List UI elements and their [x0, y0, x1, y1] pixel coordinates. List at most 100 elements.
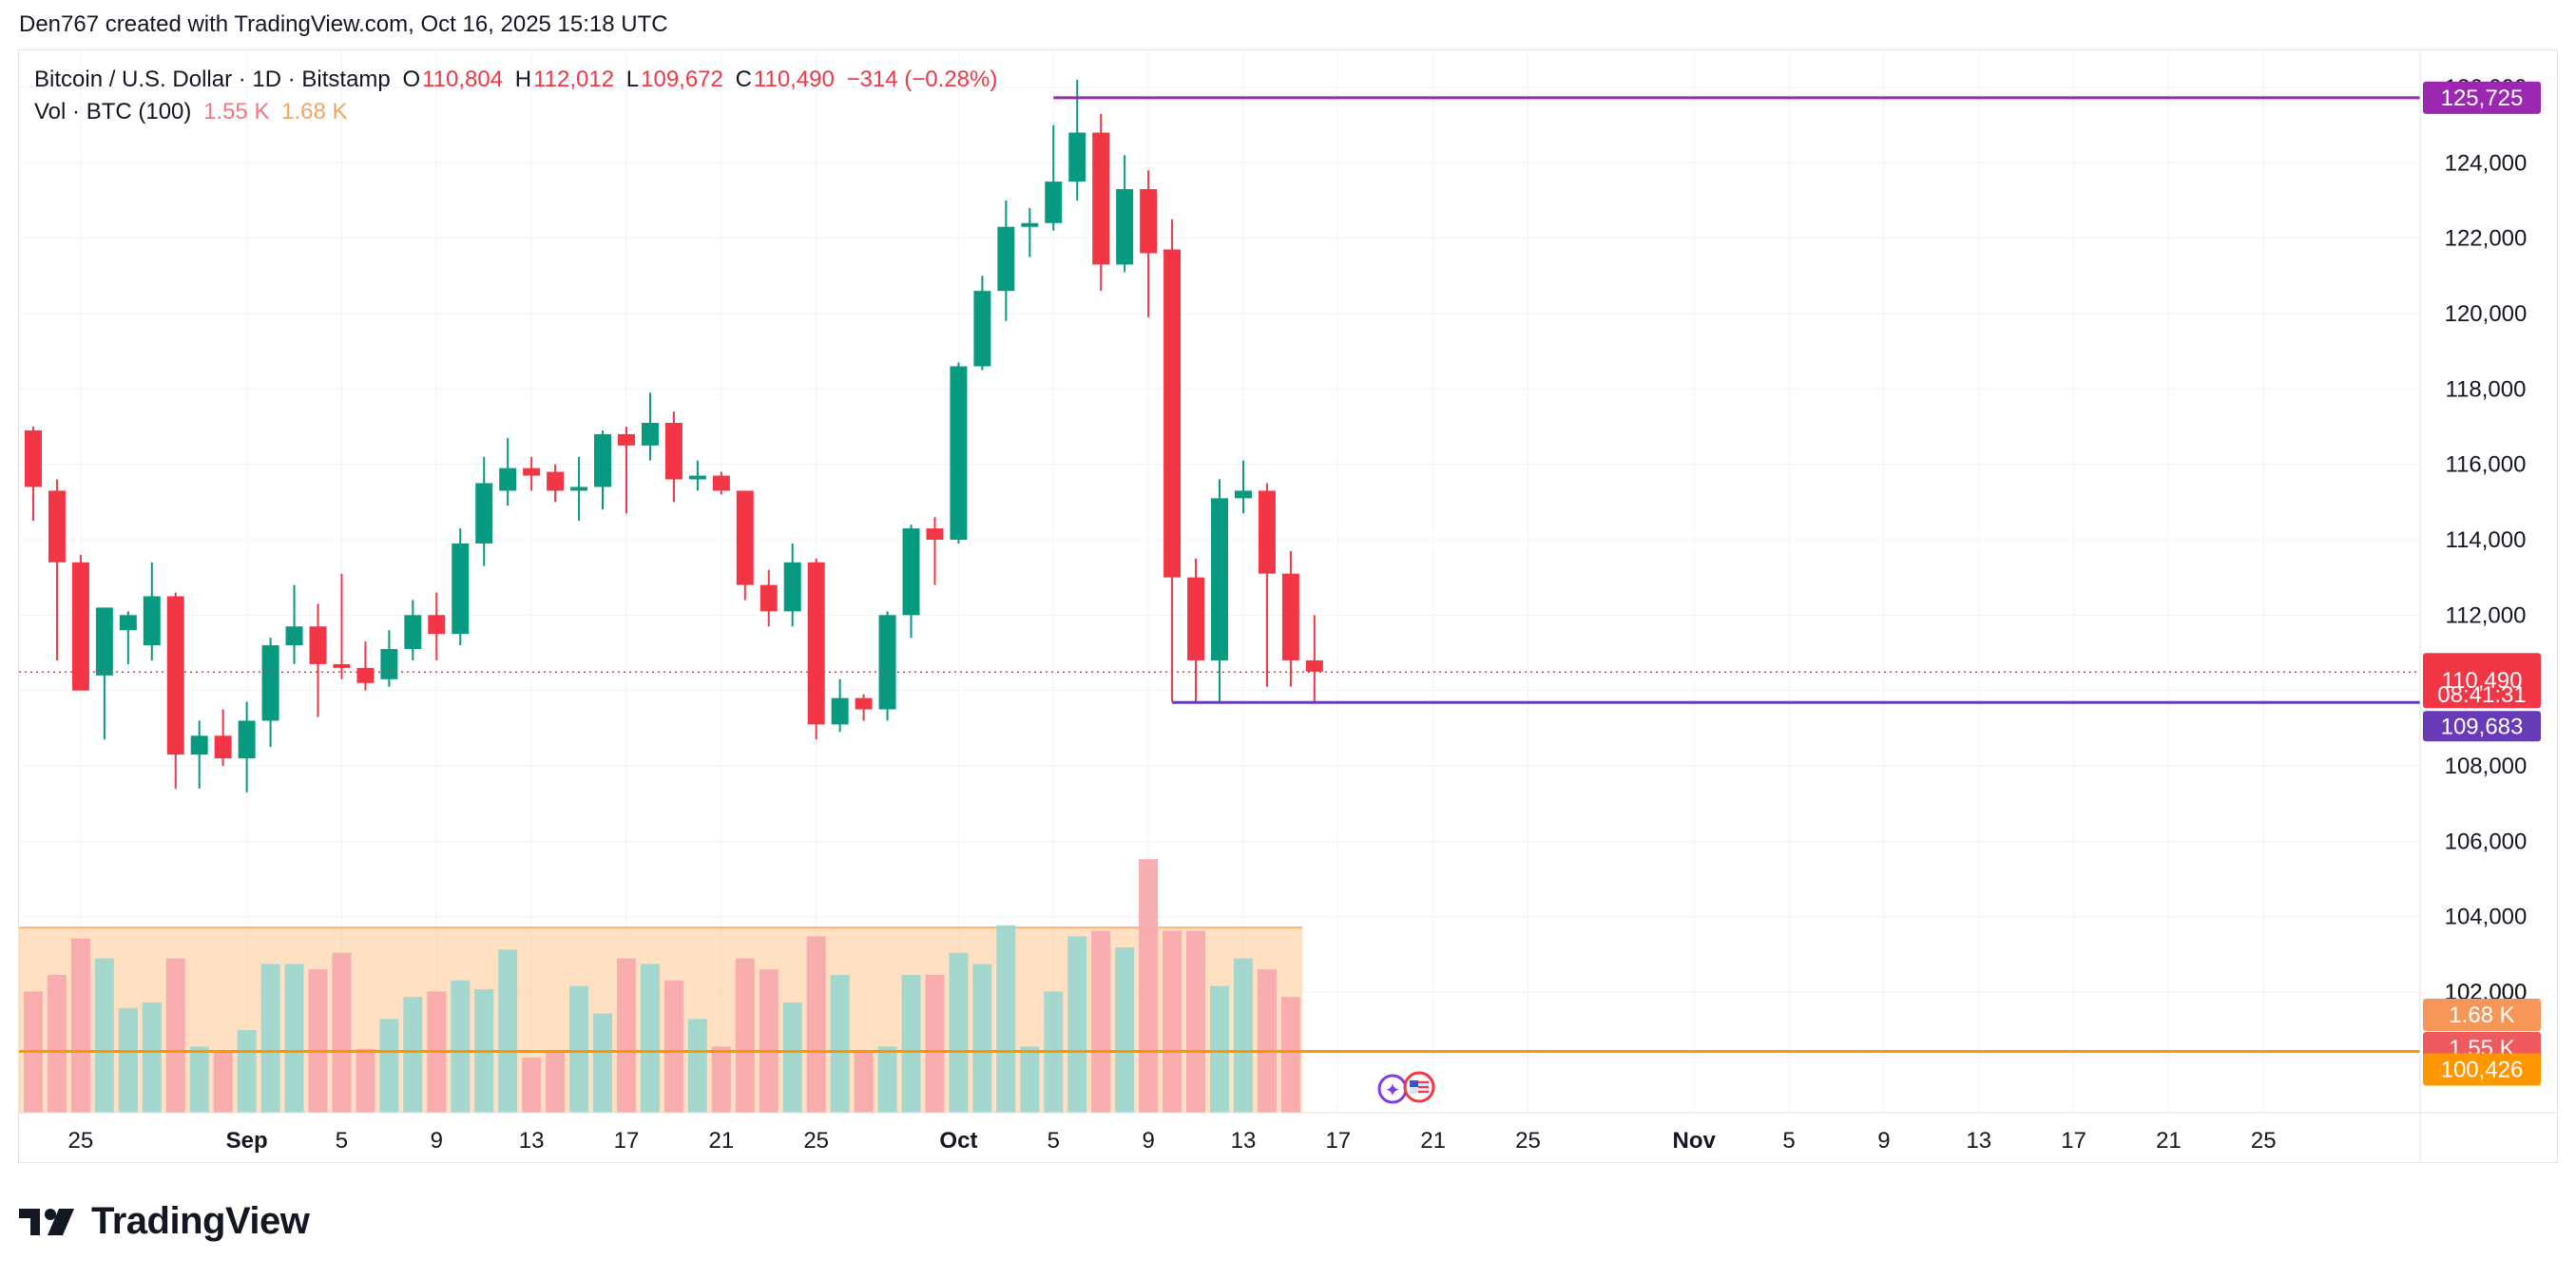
- candle-body: [641, 423, 659, 446]
- candle-body: [973, 291, 991, 367]
- low-level-badge[interactable]: [2423, 1053, 2541, 1086]
- volume-bar: [498, 949, 518, 1113]
- y-tick-label: 122,000: [2445, 226, 2528, 252]
- volume-bar: [640, 964, 660, 1113]
- x-tick-label: 17: [614, 1128, 640, 1154]
- x-tick-label: 25: [68, 1128, 94, 1154]
- volume-bar: [830, 975, 850, 1113]
- candle-body: [831, 697, 849, 725]
- volume-legend[interactable]: Vol · BTC (100) 1.55 K 1.68 K: [34, 99, 354, 125]
- volume-bar: [1280, 997, 1300, 1113]
- volume-bar: [1233, 958, 1253, 1113]
- y-tick-label: 120,000: [2445, 301, 2528, 327]
- candle-body: [1211, 498, 1228, 660]
- tradingview-logo-text: TradingView: [91, 1200, 310, 1242]
- candle-body: [119, 615, 137, 631]
- candle-body: [1068, 132, 1086, 182]
- volume-ma-area: [19, 927, 1303, 1113]
- volume-ma-badge-text: 1.68 K: [2449, 1002, 2514, 1028]
- x-tick-label: 21: [708, 1128, 734, 1154]
- volume-bar: [663, 980, 683, 1113]
- candle-body: [594, 433, 612, 487]
- x-tick-label: Oct: [939, 1128, 977, 1154]
- candle-body: [1116, 189, 1134, 265]
- low-value: 109,672: [641, 67, 723, 92]
- x-tick-label: 5: [1782, 1128, 1795, 1154]
- candle-body: [1258, 490, 1276, 574]
- x-tick-label: 5: [336, 1128, 348, 1154]
- volume-bar: [806, 936, 826, 1113]
- open-value: 110,804: [422, 67, 504, 92]
- symbol-title[interactable]: Bitcoin / U.S. Dollar · 1D · Bitstamp: [34, 67, 391, 92]
- volume-bar: [1163, 930, 1182, 1113]
- volume-bar: [996, 925, 1016, 1113]
- x-tick-label: 9: [1877, 1128, 1890, 1154]
- open-label: O: [402, 67, 421, 92]
- volume-bar: [332, 952, 352, 1113]
- volume-bar: [1257, 969, 1277, 1113]
- candle-body: [1305, 659, 1323, 672]
- candle-body: [902, 528, 920, 616]
- x-tick-label: 21: [1420, 1128, 1446, 1154]
- volume-bar: [356, 1048, 375, 1113]
- countdown-text: 08:41:31: [2437, 682, 2526, 708]
- volume-bar: [1020, 1046, 1040, 1113]
- attribution-text: Den767 created with TradingView.com, Oct…: [19, 11, 668, 37]
- volume-bar: [379, 1019, 399, 1113]
- candle-body: [1163, 249, 1182, 578]
- x-tick-label: 9: [431, 1128, 443, 1154]
- volume-bar: [854, 1052, 874, 1113]
- x-tick-label: 17: [2061, 1128, 2086, 1154]
- x-tick-label: 5: [1048, 1128, 1060, 1154]
- last-price-badge[interactable]: [2423, 653, 2541, 709]
- candle-body: [48, 490, 66, 563]
- symbol-legend[interactable]: Bitcoin / U.S. Dollar · 1D · Bitstamp O1…: [34, 67, 1003, 93]
- candle-body: [261, 645, 279, 721]
- candle-body: [807, 562, 825, 725]
- volume-bar: [759, 969, 779, 1113]
- x-tick-label: 25: [1515, 1128, 1541, 1154]
- candle-body: [380, 649, 398, 679]
- volume-ma-badge[interactable]: [2423, 999, 2541, 1031]
- candle-body: [1140, 189, 1158, 254]
- candle-body: [950, 366, 968, 540]
- tradingview-logo[interactable]: TradingView: [19, 1200, 310, 1243]
- y-tick-label: 106,000: [2445, 829, 2528, 854]
- y-tick-label: 118,000: [2446, 376, 2527, 402]
- x-tick-label: Sep: [226, 1128, 268, 1154]
- volume-bar: [735, 958, 755, 1113]
- volume-bar: [901, 975, 921, 1113]
- volume-bar: [403, 997, 423, 1113]
- volume-bar: [213, 1052, 233, 1113]
- support-level-badge[interactable]: [2423, 711, 2541, 742]
- volume-bar: [47, 975, 67, 1113]
- flag-icon-canton: [1410, 1080, 1418, 1087]
- x-tick-label: 21: [2156, 1128, 2182, 1154]
- volume-bar: [1091, 930, 1111, 1113]
- volume-bar: [451, 980, 471, 1113]
- event-icon-glyph: ✦: [1385, 1080, 1401, 1101]
- volume-bar: [1139, 859, 1159, 1113]
- candle-body: [143, 596, 161, 646]
- candle-body: [1234, 490, 1252, 499]
- candle-body: [95, 607, 113, 676]
- low-label: L: [625, 67, 640, 92]
- volume-bar: [189, 1046, 209, 1113]
- volume-value: 1.55 K: [203, 99, 270, 124]
- candle-body: [428, 615, 446, 635]
- volume-bar: [877, 1046, 897, 1113]
- high-value: 112,012: [533, 67, 615, 92]
- candle-body: [452, 543, 470, 635]
- last-price-badge-text: 110,490: [2442, 668, 2523, 694]
- x-tick-label: 25: [2251, 1128, 2277, 1154]
- volume-bar: [260, 964, 280, 1113]
- volume-bar: [118, 1007, 138, 1113]
- candle-body: [878, 615, 896, 710]
- y-tick-label: 112,000: [2446, 602, 2527, 628]
- change-value: −314 (−0.28%): [846, 67, 998, 92]
- high-level-badge[interactable]: [2423, 81, 2541, 114]
- volume-title[interactable]: Vol · BTC (100): [34, 99, 192, 124]
- candle-body: [1281, 573, 1299, 660]
- candle-body: [664, 423, 682, 480]
